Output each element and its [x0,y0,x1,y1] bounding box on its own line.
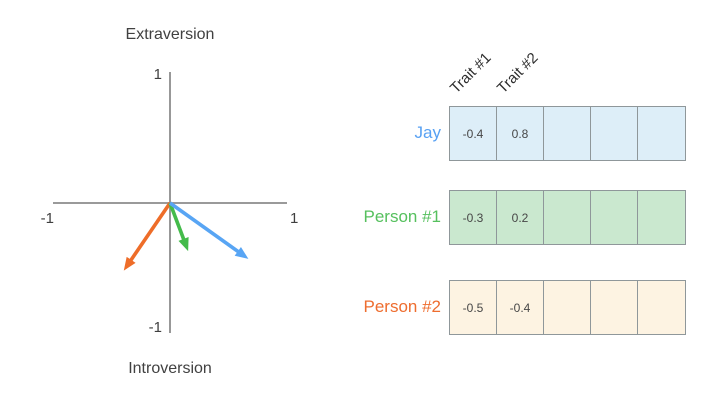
x-axis-min-tick: -1 [40,210,54,227]
vector-arrow-head [178,237,189,252]
vector-cell [544,191,591,244]
vector-cell [544,281,591,334]
x-axis-max-tick: 1 [290,210,299,227]
vector-cell: -0.4 [450,107,497,160]
vector-arrow-line [127,201,172,265]
vector-cell [638,191,685,244]
vector-arrow-head [123,256,136,271]
trait-vector-row-person-2: -0.5 -0.4 [449,280,686,335]
y-axis-min-tick: -1 [148,319,162,336]
vector-cell [591,191,638,244]
column-header-trait-2: Trait #2 [493,49,542,97]
vector-cell [544,107,591,160]
vector-cell [591,281,638,334]
vector-cell [638,281,685,334]
row-label-jay: Jay [414,123,441,142]
vector-cell [638,107,685,160]
vector-arrow-head [234,246,249,259]
row-label-person-1: Person #1 [363,207,442,226]
vector-cell: 0.8 [497,107,544,160]
axis-label-introversion: Introversion [128,360,212,377]
extraversion-vector-plot [53,72,287,333]
vector-cell: -0.5 [450,281,497,334]
row-label-person-2: Person #2 [363,297,442,316]
y-axis-max-tick: 1 [153,66,162,83]
vector-arrow-line [168,201,243,256]
vector-cell [591,107,638,160]
vector-arrow-line [168,202,187,244]
person-vectors [123,201,249,271]
column-header-trait-1: Trait #1 [446,49,495,97]
axis-label-extraversion: Extraversion [125,26,215,43]
vector-cell: -0.3 [450,191,497,244]
trait-vector-row-jay: -0.4 0.8 [449,106,686,161]
vector-cell: 0.2 [497,191,544,244]
vector-cell: -0.4 [497,281,544,334]
trait-vector-row-person-1: -0.3 0.2 [449,190,686,245]
